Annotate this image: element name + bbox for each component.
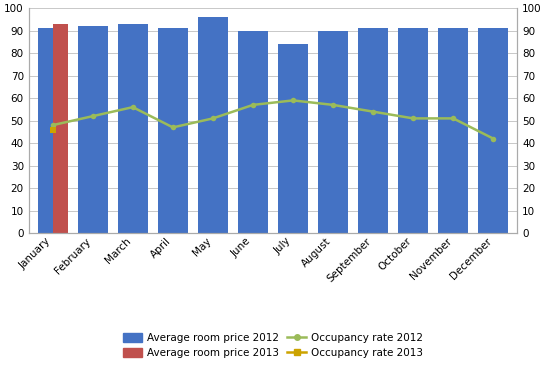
Bar xyxy=(78,26,108,233)
Bar xyxy=(158,29,188,233)
Bar xyxy=(238,31,268,233)
Bar xyxy=(278,44,308,233)
Legend: Average room price 2012, Average room price 2013, Occupancy rate 2012, Occupancy: Average room price 2012, Average room pr… xyxy=(123,333,423,358)
Bar xyxy=(318,31,348,233)
Bar xyxy=(52,24,68,233)
Bar xyxy=(478,29,508,233)
Bar xyxy=(438,29,468,233)
Bar xyxy=(198,17,228,233)
Bar xyxy=(118,24,148,233)
Bar xyxy=(358,29,388,233)
Bar xyxy=(38,29,52,233)
Bar xyxy=(398,29,428,233)
